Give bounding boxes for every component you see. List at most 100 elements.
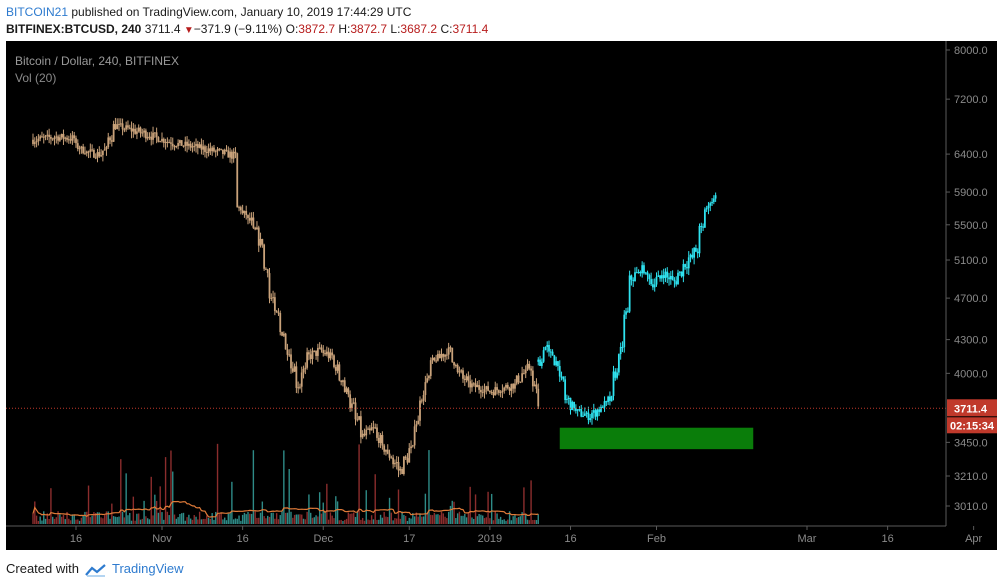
volume-bar (413, 516, 416, 524)
x-tick-label: Feb (647, 533, 666, 545)
volume-bar (313, 517, 315, 524)
volume-bar (378, 519, 380, 524)
projection-candle-body (562, 376, 565, 380)
projection-candle-body (576, 409, 579, 411)
projection-layer (537, 192, 717, 425)
candle-body (463, 378, 466, 381)
candle-body (426, 378, 429, 383)
candle-body (171, 143, 174, 147)
candle-body (125, 125, 128, 130)
volume-bar (394, 518, 396, 524)
candle-body (324, 353, 326, 355)
candle-body (222, 149, 224, 154)
projection-candle-body (700, 226, 703, 228)
candle-body (456, 365, 459, 373)
y-tick-label: 7200.0 (954, 94, 988, 106)
countdown-tag (947, 417, 997, 434)
volume-bar (404, 515, 407, 524)
candle-body (42, 136, 45, 138)
candle-body (519, 381, 522, 383)
volume-bar (360, 519, 362, 524)
volume-bar (390, 512, 393, 524)
support-zone-rect (559, 427, 754, 450)
projection-candle-body (709, 203, 712, 206)
volume-bar (218, 514, 221, 524)
projection-candle-body (669, 275, 672, 280)
candle-body (259, 238, 262, 246)
volume-bar (103, 515, 106, 524)
overlay-layer: 3711.4 02:15:34 (6, 399, 997, 450)
projection-candle-body (653, 284, 656, 288)
volume-bar (421, 516, 423, 524)
volume-bar (206, 515, 208, 524)
candle-body (123, 129, 126, 131)
volume-bar (440, 511, 443, 524)
projection-candle-body (702, 226, 704, 228)
volume-bar (499, 516, 502, 524)
tradingview-brand-link[interactable]: TradingView (112, 561, 184, 576)
volume-bar (358, 444, 360, 524)
volume-bar (444, 516, 446, 524)
projection-candle-body (686, 267, 688, 269)
volume-bar (105, 511, 108, 524)
candle-body (272, 297, 274, 299)
candle-body (277, 312, 280, 314)
volume-bar (191, 519, 194, 524)
y-tick-label: 8000.0 (954, 45, 988, 57)
candle-body (419, 400, 421, 421)
candle-body (363, 433, 366, 436)
volume-bar (50, 488, 52, 524)
low-value: 3687.2 (400, 22, 438, 36)
volume-bar (345, 518, 348, 524)
volume-bar (505, 520, 507, 524)
candle-body (449, 347, 452, 349)
volume-bar (385, 516, 387, 524)
candle-body (394, 463, 396, 465)
volume-bar (338, 520, 341, 524)
high-value: 3872.7 (350, 22, 388, 36)
volume-bar (254, 511, 256, 524)
volume-bar (95, 513, 97, 524)
candle-body (300, 372, 303, 387)
candle-body (526, 363, 529, 370)
volume-bar (75, 519, 77, 524)
candle-body (76, 143, 79, 149)
publisher-link[interactable]: BITCOIN21 (6, 5, 69, 19)
candle-body (422, 395, 425, 401)
candle-body (177, 143, 180, 147)
y-tick-label: 5500.0 (954, 220, 988, 232)
chart-svg[interactable]: 3711.4 02:15:34 8000.0 7200.0 6400.0 5900.0 5… (6, 41, 997, 550)
projection-candle-body (612, 371, 615, 396)
candle-body (232, 151, 235, 159)
volume-bar (197, 519, 199, 524)
candle-body (107, 137, 110, 148)
candle-body (239, 207, 242, 211)
volume-bar (220, 512, 222, 524)
candle-body (85, 151, 88, 154)
volume-bar (480, 514, 482, 524)
volume-bar (535, 520, 538, 524)
volume-bar (177, 517, 179, 524)
volume-bar (302, 518, 305, 524)
volume-bar (240, 520, 242, 524)
candle-body (179, 140, 181, 144)
x-tick-label: 16 (882, 533, 894, 545)
volume-bar (473, 518, 475, 524)
projection-candle-body (639, 271, 642, 274)
volume-bar (399, 518, 401, 524)
volume-bar (43, 511, 45, 524)
candle-body (490, 391, 493, 393)
volume-bar (250, 513, 253, 524)
candle-body (467, 376, 470, 382)
candle-body (91, 149, 94, 151)
chart-area[interactable]: 3711.4 02:15:34 8000.0 7200.0 6400.0 5900.0 5… (6, 41, 997, 550)
candle-body (454, 365, 457, 367)
projection-candle-body (589, 418, 592, 420)
projection-candle-body (625, 311, 627, 315)
candle-body (488, 390, 491, 392)
volume-bar (263, 516, 265, 524)
volume-bar (259, 512, 262, 524)
volume-bar (336, 501, 339, 524)
volume-bar (53, 518, 56, 524)
candle-body (46, 134, 49, 136)
